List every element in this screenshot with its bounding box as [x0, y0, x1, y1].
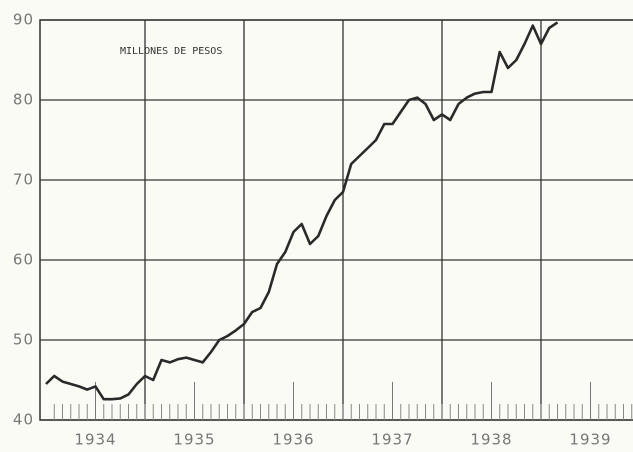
y-tick-label: 80 — [13, 91, 34, 109]
x-tick-label: 1934 — [74, 431, 116, 449]
y-tick-label: 50 — [13, 331, 34, 349]
x-tick-label: 1935 — [173, 431, 215, 449]
y-tick-label: 40 — [13, 411, 34, 429]
y-tick-label: 70 — [13, 171, 34, 189]
data-line — [45, 21, 559, 401]
x-tick-label: 1939 — [569, 431, 611, 449]
x-tick-label: 1938 — [470, 431, 512, 449]
x-tick-label: 1937 — [371, 431, 413, 449]
y-tick-label: 90 — [13, 11, 34, 29]
y-tick-label: 60 — [13, 251, 34, 269]
x-tick-label: 1936 — [272, 431, 314, 449]
annotation: MILLONES DE PESOS — [120, 46, 222, 57]
